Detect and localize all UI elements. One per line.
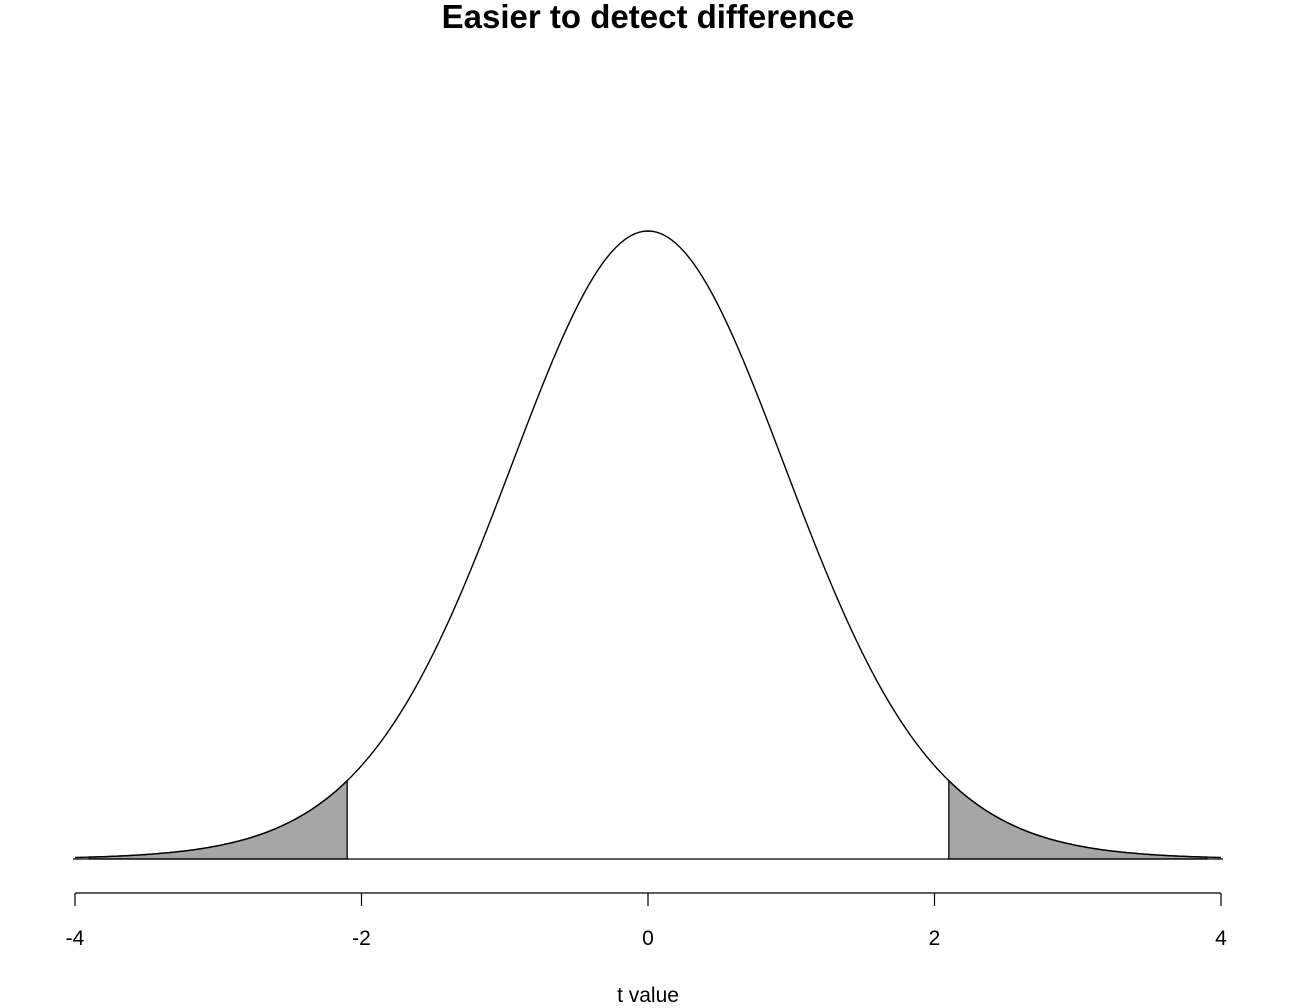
x-tick-label: -2 (352, 927, 371, 950)
x-axis-label: t value (617, 984, 679, 1007)
right-tail-region (948, 779, 1208, 860)
left-tail-region (88, 779, 348, 860)
density-curve (74, 230, 1222, 859)
x-tick-label: 4 (1215, 927, 1227, 950)
x-axis: -4 -2 0 2 4 (66, 892, 1227, 950)
x-tick-label: -4 (66, 927, 85, 950)
shaded-regions (73, 779, 1223, 860)
x-tick-label: 2 (929, 927, 941, 950)
x-tick-label: 0 (642, 927, 654, 950)
chart-title: Easier to detect difference (442, 0, 855, 35)
